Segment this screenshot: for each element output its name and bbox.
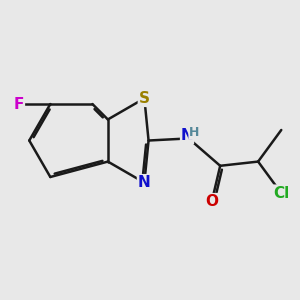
Text: H: H [189, 126, 200, 139]
Text: Cl: Cl [273, 186, 290, 201]
Text: N: N [138, 175, 151, 190]
Text: O: O [205, 194, 218, 209]
Text: N: N [181, 128, 194, 143]
Text: F: F [14, 97, 24, 112]
Text: S: S [139, 91, 150, 106]
